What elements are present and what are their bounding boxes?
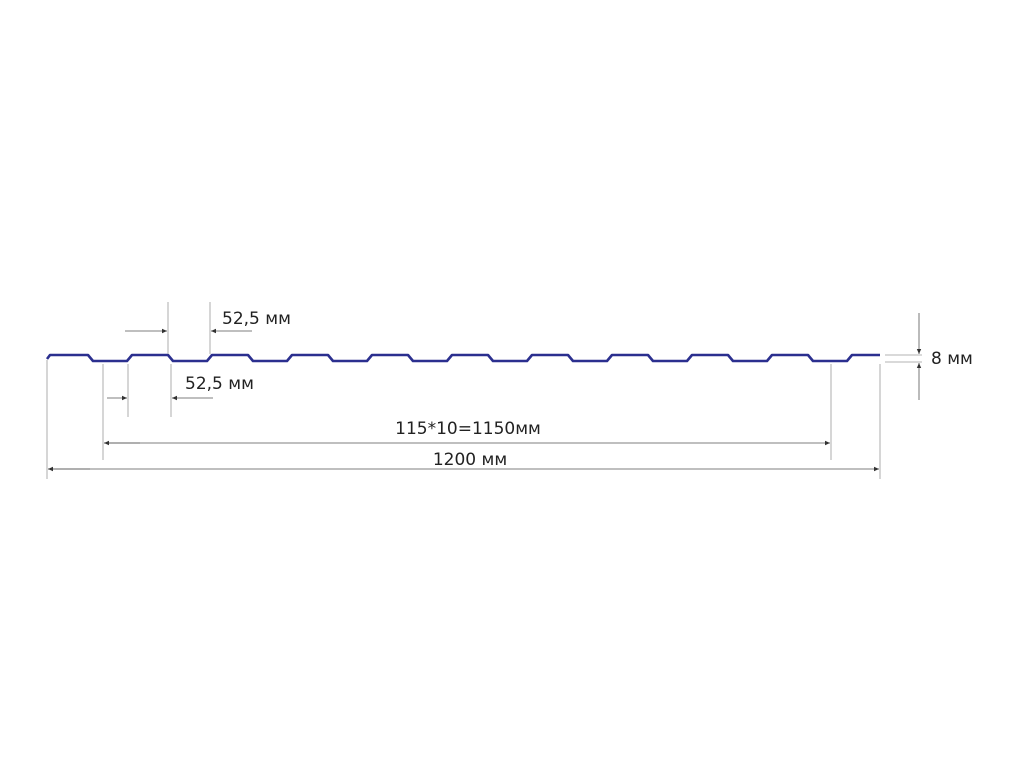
dimension-bottom-pitch: 52,5 мм <box>107 364 254 417</box>
bottom-pitch-label: 52,5 мм <box>185 374 254 394</box>
dimension-top-pitch: 52,5 мм <box>125 302 291 354</box>
dimension-working-width: 115*10=1150мм <box>102 364 832 460</box>
working-width-label: 115*10=1150мм <box>395 419 541 439</box>
total-width-label: 1200 мм <box>433 450 507 470</box>
top-pitch-label: 52,5 мм <box>222 309 291 329</box>
sheet-profile <box>45 353 880 363</box>
dimension-total-width: 1200 мм <box>46 360 881 479</box>
dimension-height: 8 мм <box>885 313 973 400</box>
height-label: 8 мм <box>931 349 973 369</box>
